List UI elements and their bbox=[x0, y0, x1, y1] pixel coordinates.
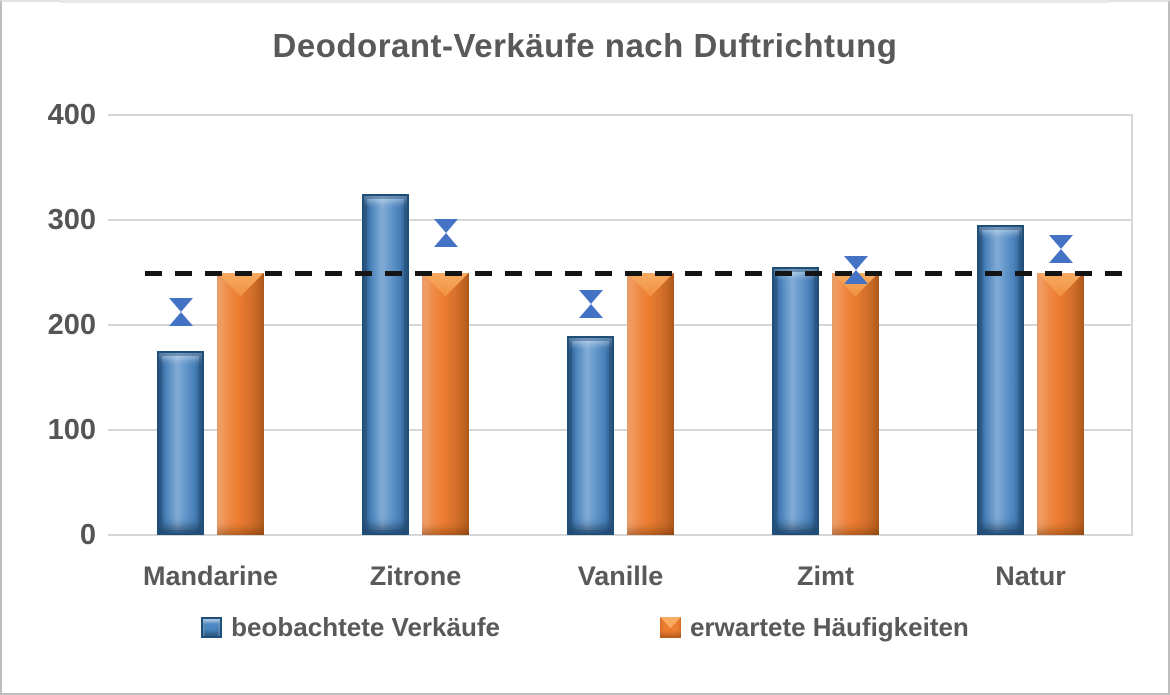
bar-expected-zimt bbox=[832, 272, 879, 535]
bar-observed-mandarine bbox=[157, 351, 204, 535]
legend-item-expected: erwartete Häufigkeiten bbox=[659, 612, 969, 643]
legend: beobachtete Verkäufe erwartete Häufigkeit… bbox=[0, 612, 1170, 643]
bar-observed-vanille bbox=[567, 335, 614, 535]
difference-arrow-natur bbox=[1048, 234, 1073, 263]
bar-observed-natur bbox=[977, 225, 1024, 535]
difference-arrow-mandarine bbox=[168, 297, 193, 326]
bar-observed-zimt bbox=[772, 267, 819, 535]
plot-area bbox=[108, 114, 1133, 536]
x-axis-label-vanille: Vanille bbox=[577, 561, 664, 591]
expected-reference-line bbox=[145, 270, 1125, 276]
bar-observed-zitrone bbox=[362, 193, 409, 535]
difference-arrow-zitrone bbox=[433, 219, 458, 248]
difference-arrow-vanille bbox=[578, 290, 603, 318]
y-tick-label-200: 200 bbox=[47, 309, 96, 341]
difference-arrow-zimt bbox=[843, 255, 868, 284]
x-axis-label-mandarine: Mandarine bbox=[142, 561, 279, 591]
y-tick-label-100: 100 bbox=[47, 414, 96, 446]
plot-right-border bbox=[1131, 115, 1133, 535]
x-axis-label-zimt: Zimt bbox=[797, 561, 854, 591]
bar-expected-zitrone bbox=[422, 272, 469, 535]
bar-expected-mandarine bbox=[217, 272, 264, 535]
gridline-400 bbox=[108, 114, 1133, 116]
top-edge-artifact bbox=[60, 0, 1110, 3]
chart-title: Deodorant-Verkäufe nach Duftrichtung bbox=[272, 27, 898, 64]
y-tick-label-400: 400 bbox=[47, 99, 96, 131]
bar-expected-vanille bbox=[627, 272, 674, 535]
legend-marker-expected-icon bbox=[659, 617, 681, 638]
bar-expected-natur bbox=[1037, 272, 1084, 535]
gridline-300 bbox=[108, 219, 1133, 221]
legend-label: erwartete Häufigkeiten bbox=[689, 612, 969, 642]
gridline-100 bbox=[108, 429, 1133, 431]
legend-marker-observed-icon bbox=[201, 617, 223, 638]
x-axis-label-zitrone: Zitrone bbox=[369, 561, 462, 591]
x-axis-label-natur: Natur bbox=[995, 561, 1066, 591]
legend-label: beobachtete Verkäufe bbox=[231, 612, 500, 642]
y-tick-label-300: 300 bbox=[47, 204, 96, 236]
y-tick-label-0: 0 bbox=[79, 519, 96, 551]
gridline-200 bbox=[108, 324, 1133, 326]
gridline-0 bbox=[108, 534, 1133, 536]
legend-item-observed: beobachtete Verkäufe bbox=[201, 612, 500, 643]
